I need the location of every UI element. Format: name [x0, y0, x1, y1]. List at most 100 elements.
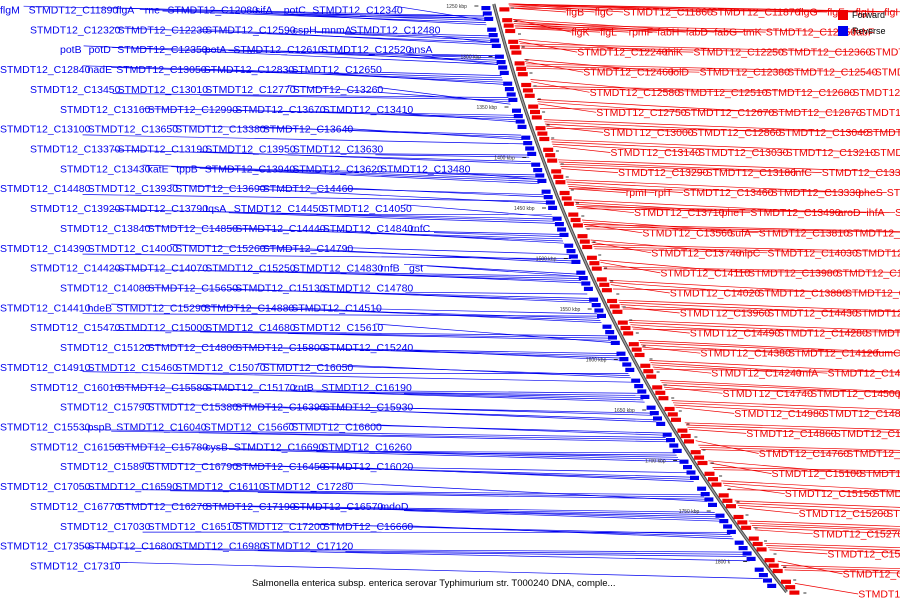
- forward-connector: [684, 422, 900, 431]
- forward-connector: [603, 268, 836, 274]
- forward-connector: [739, 507, 799, 515]
- reverse-connector: [23, 5, 485, 17]
- forward-connector: [631, 326, 690, 334]
- forward-connector: [777, 560, 843, 575]
- forward-connector: [585, 228, 847, 234]
- reverse-feature: [490, 38, 500, 43]
- forward-connector: [618, 299, 900, 312]
- forward-gene-label: thiK: [665, 47, 683, 59]
- forward-connector: [509, 7, 828, 13]
- forward-connector: [686, 424, 900, 433]
- forward-feature: [711, 482, 722, 487]
- forward-feature: [684, 439, 694, 444]
- forward-connector: [672, 402, 900, 414]
- forward-connector: [551, 141, 786, 153]
- forward-feature: [517, 72, 528, 77]
- forward-gene-label: fabH: [657, 27, 679, 39]
- forward-feature: [537, 131, 548, 136]
- reverse-feature: [487, 27, 497, 32]
- reverse-gene-label: STMDT12_C13410: [323, 104, 414, 116]
- reverse-gene-label: STMDT12_C16770: [30, 501, 121, 513]
- reverse-connector: [344, 33, 491, 41]
- forward-connector: [575, 203, 722, 214]
- forward-connector: [531, 81, 590, 93]
- reverse-gene-label: STMDT12_C13160: [60, 104, 151, 116]
- reverse-connector: [170, 490, 705, 498]
- legend-item-reverse: Reverse: [838, 24, 898, 38]
- forward-connector: [654, 368, 900, 373]
- forward-gene-label: flgH: [856, 7, 875, 19]
- reverse-connector: [199, 167, 540, 185]
- reverse-gene-label: cysB: [205, 441, 228, 453]
- forward-feature: [561, 196, 572, 201]
- forward-connector: [734, 500, 900, 508]
- forward-feature: [539, 136, 550, 142]
- reverse-gene-label: STMDT12_C13010: [118, 84, 209, 96]
- reverse-connector: [375, 86, 511, 105]
- forward-feature: [586, 255, 597, 260]
- reverse-feature: [512, 108, 521, 113]
- reverse-feature: [690, 475, 699, 480]
- reverse-connector: [230, 404, 657, 423]
- forward-connector: [675, 406, 735, 414]
- reverse-feature: [589, 297, 599, 302]
- reverse-feature: [715, 513, 725, 518]
- forward-gene-label: STMDT12_C15320: [846, 448, 900, 460]
- reverse-gene-label: STMDT12_C15890: [60, 461, 151, 473]
- reverse-connector: [345, 128, 523, 140]
- forward-connector: [610, 284, 670, 294]
- forward-connector: [594, 248, 768, 254]
- forward-connector: [552, 143, 699, 153]
- forward-gene-label: STMDT12_C12860: [691, 127, 782, 139]
- forward-connector: [569, 188, 626, 193]
- reverse-feature: [541, 189, 551, 194]
- forward-feature: [671, 417, 681, 422]
- forward-gene-label: flgB: [566, 7, 584, 19]
- reverse-gene-label: cspH: [293, 24, 317, 36]
- reverse-gene-label: STMDT12_C14510: [291, 302, 382, 314]
- scale-label: 1250 kbp: [446, 4, 467, 10]
- reverse-connector: [403, 452, 677, 456]
- reverse-gene-label: STMDT12_C14080: [60, 283, 151, 295]
- reverse-connector: [307, 15, 485, 19]
- forward-gene-label: fabD: [686, 27, 709, 39]
- forward-gene-label: STMDT12_C13460: [683, 187, 774, 199]
- reverse-feature: [619, 357, 629, 362]
- reverse-connector: [278, 13, 485, 17]
- forward-gene-label: infC: [793, 167, 812, 179]
- forward-feature: [781, 579, 791, 584]
- forward-connector: [565, 179, 859, 193]
- forward-connector: [545, 125, 604, 133]
- forward-connector: [754, 529, 813, 535]
- forward-gene-label: flgK: [571, 27, 589, 39]
- forward-feature: [655, 390, 666, 395]
- forward-connector: [576, 206, 896, 214]
- reverse-gene-label: STMDT12_C13920: [30, 203, 121, 215]
- forward-connector: [539, 107, 860, 113]
- forward-feature: [521, 82, 532, 88]
- reverse-gene-label: STMDT12_C15380: [148, 402, 239, 414]
- reverse-connector: [403, 510, 721, 522]
- forward-connector: [515, 27, 744, 33]
- forward-connector: [509, 7, 567, 13]
- forward-feature: [579, 239, 590, 244]
- forward-connector: [543, 119, 867, 133]
- reverse-connector: [373, 71, 502, 76]
- reverse-connector: [426, 265, 580, 277]
- forward-gene-label: STMDT12_C15090: [827, 548, 900, 560]
- forward-gene-label: STMDT12_C12460: [583, 67, 674, 79]
- forward-feature: [499, 7, 510, 12]
- forward-feature: [582, 244, 593, 250]
- reverse-gene-label: STMDT12_C16050: [263, 362, 354, 374]
- forward-feature: [516, 66, 527, 71]
- forward-gene-label: STMDT12_C14860: [746, 428, 837, 440]
- forward-connector: [671, 400, 900, 410]
- forward-gene-label: flgI: [884, 7, 898, 19]
- forward-gene-label: STMDT12_C15270: [813, 528, 900, 540]
- reverse-gene-label: STMDT12_C13370: [30, 144, 121, 156]
- reverse-gene-label: STMDT12_C17120: [263, 541, 354, 553]
- forward-gene-label: STMDT12_C13880: [757, 288, 848, 300]
- reverse-connector: [200, 210, 555, 222]
- reverse-gene-label: STMDT12_C16660: [323, 521, 414, 533]
- forward-connector: [649, 360, 900, 373]
